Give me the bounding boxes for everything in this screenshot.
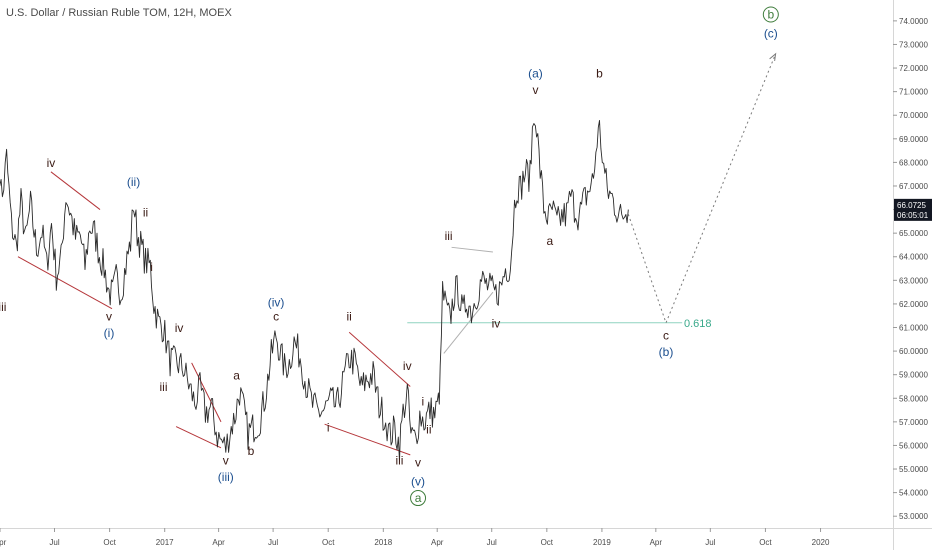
x-tick-label: Apr <box>650 538 663 547</box>
x-tick-label: Apr <box>0 538 7 547</box>
wave-label: iv <box>403 359 412 373</box>
x-tick-label: Jul <box>705 538 715 547</box>
wave-label: iv <box>47 156 56 170</box>
y-tick-label: 65.0000 <box>899 229 928 238</box>
wave-label: a <box>546 234 553 248</box>
wave-label: iii <box>395 453 403 467</box>
y-tick-label: 64.0000 <box>899 253 928 262</box>
overlay-layer: 0.618 <box>17 52 777 456</box>
circled-wave-label: b <box>767 8 774 22</box>
triangle-upper-line <box>451 246 493 253</box>
x-tick-label: Apr <box>212 538 225 547</box>
circled-wave-label: a <box>415 491 422 505</box>
trend-line <box>17 256 113 310</box>
wave-label: iv <box>492 317 501 331</box>
circled-wave-ring <box>762 6 779 23</box>
wave-label: iii <box>160 380 168 394</box>
label-layer: iiiivv(i)(ii)iiiiviiiav(iii)b(iv)ciiiivi… <box>0 6 779 507</box>
y-tick-label: 53.0000 <box>899 512 928 521</box>
y-tick-label: 58.0000 <box>899 394 928 403</box>
y-tick-label: 73.0000 <box>899 40 928 49</box>
y-tick-label: 69.0000 <box>899 135 928 144</box>
wave-label: (ii) <box>127 175 140 189</box>
y-tick-label: 60.0000 <box>899 347 928 356</box>
wave-label: v <box>106 309 112 323</box>
trend-line <box>50 171 101 210</box>
y-tick-label: 56.0000 <box>899 441 928 450</box>
y-tick-label: 67.0000 <box>899 182 928 191</box>
wave-label: c <box>663 328 669 342</box>
x-tick-label: 2017 <box>156 538 174 547</box>
chart-title: U.S. Dollar / Russian Ruble TOM, 12H, MO… <box>6 7 232 19</box>
wave-label: i <box>422 394 425 408</box>
y-tick-label: 72.0000 <box>899 64 928 73</box>
y-tick-label: 57.0000 <box>899 418 928 427</box>
wave-label: (v) <box>411 475 425 489</box>
wave-label: v <box>223 453 229 467</box>
y-tick-label: 74.0000 <box>899 17 928 26</box>
projection-path <box>627 53 777 325</box>
wave-label: i <box>150 260 153 274</box>
x-tick-label: 2018 <box>374 538 392 547</box>
wave-label: b <box>248 444 255 458</box>
y-tick-label: 54.0000 <box>899 489 928 498</box>
x-tick-label: Oct <box>103 538 116 547</box>
x-tick-label: 2019 <box>593 538 611 547</box>
wave-label: (c) <box>764 26 778 40</box>
wave-label: v <box>415 456 421 470</box>
trend-line <box>175 426 222 449</box>
y-tick-label: 68.0000 <box>899 158 928 167</box>
wave-label: ii <box>347 309 352 323</box>
trend-line <box>191 362 222 423</box>
wave-label: ii <box>143 206 148 220</box>
y-tick-label: 61.0000 <box>899 324 928 333</box>
wave-label: c <box>273 309 279 323</box>
price-series-line <box>0 119 629 462</box>
wave-label: (i) <box>104 326 115 340</box>
x-tick-label: Oct <box>322 538 335 547</box>
wave-label: v <box>532 83 538 97</box>
x-tick-label: Jul <box>49 538 59 547</box>
countdown-timer: 06:05:01 <box>897 211 929 220</box>
trend-line <box>324 423 411 456</box>
x-tick-label: Apr <box>431 538 444 547</box>
y-tick-label: 59.0000 <box>899 371 928 380</box>
y-tick-label: 70.0000 <box>899 111 928 120</box>
wave-label: (iii) <box>218 470 234 484</box>
last-price-tag <box>894 198 932 221</box>
y-tick-label: 55.0000 <box>899 465 928 474</box>
x-tick-label: Jul <box>487 538 497 547</box>
y-tick-label: 71.0000 <box>899 88 928 97</box>
wave-label: ii <box>426 423 431 437</box>
y-tick-label: 63.0000 <box>899 276 928 285</box>
y-tick-label: 62.0000 <box>899 300 928 309</box>
circled-wave-ring <box>410 490 427 507</box>
wave-label: iii <box>0 300 6 314</box>
x-tick-label: Oct <box>759 538 772 547</box>
wave-label: i <box>327 420 330 434</box>
wave-label: (b) <box>659 345 674 359</box>
wave-label: (a) <box>528 66 543 80</box>
fib-label: 0.618 <box>684 318 712 330</box>
wave-label: (iv) <box>268 295 285 309</box>
x-tick-label: Oct <box>541 538 554 547</box>
wave-label: iii <box>445 229 453 243</box>
x-tick-label: 2020 <box>812 538 830 547</box>
x-tick-label: Jul <box>268 538 278 547</box>
last-price-value: 66.0725 <box>897 201 926 210</box>
wave-label: iv <box>175 321 184 335</box>
trend-line <box>348 331 411 387</box>
wave-label: b <box>596 66 603 80</box>
projection-arrowhead <box>769 52 777 61</box>
price-layer <box>0 119 629 462</box>
wave-label: a <box>233 368 240 382</box>
